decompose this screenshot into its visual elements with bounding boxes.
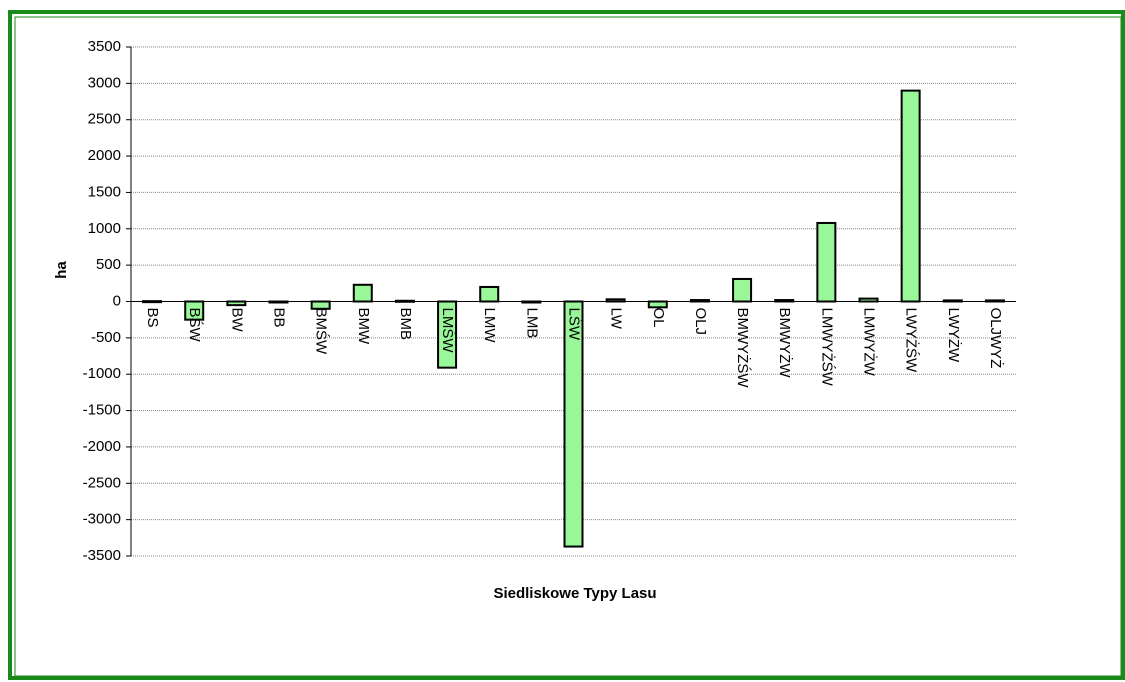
y-tick-label: 1500 xyxy=(88,183,121,200)
y-tick-label: 2500 xyxy=(88,111,121,128)
x-tick-label: BMWYŻŚW xyxy=(734,308,752,389)
x-tick-label: BMB xyxy=(397,308,414,341)
x-axis-title: Siedliskowe Typy Lasu xyxy=(493,585,656,602)
x-tick-label: BMWYŻW xyxy=(776,308,794,379)
x-tick-label: LMWYŻW xyxy=(861,308,879,377)
x-tick-label: BŚW xyxy=(186,308,204,343)
y-tick-label: 500 xyxy=(96,256,121,273)
y-tick-label: -2000 xyxy=(83,438,121,455)
x-tick-label: LW xyxy=(608,308,625,330)
y-tick-label: -2500 xyxy=(83,474,121,491)
bar xyxy=(816,221,837,303)
bar xyxy=(647,300,668,309)
x-tick-label: OLJWYŻ xyxy=(987,308,1005,369)
y-tick-label: -1000 xyxy=(83,365,121,382)
y-axis-title: ha xyxy=(53,261,70,279)
x-tick-label: BB xyxy=(271,308,288,328)
bar xyxy=(226,300,247,307)
bar xyxy=(732,277,753,303)
y-tick-label: 2000 xyxy=(88,147,121,164)
bar xyxy=(352,283,373,303)
x-tick-label: LŚW xyxy=(566,308,584,341)
frame-inner xyxy=(14,16,1122,677)
x-tick-label: LMW xyxy=(481,308,498,344)
x-tick-label: LWYŻW xyxy=(945,308,963,364)
x-tick-label: BMW xyxy=(355,308,372,346)
y-tick-label: 3500 xyxy=(88,38,121,55)
y-tick-label: -3000 xyxy=(83,511,121,528)
y-tick-label: 0 xyxy=(113,292,121,309)
x-tick-label: LMŚW xyxy=(439,308,457,354)
x-tick-label: OLJ xyxy=(692,308,709,336)
y-tick-label: -3500 xyxy=(83,547,121,564)
x-tick-label: LMWYŻŚW xyxy=(818,308,836,387)
bar xyxy=(900,89,921,303)
y-tick-label: 1000 xyxy=(88,220,121,237)
frame xyxy=(8,10,1125,680)
y-tick-label: -500 xyxy=(91,329,121,346)
x-tick-label: LWYŻŚW xyxy=(903,308,921,374)
x-tick-label: BS xyxy=(144,308,161,328)
y-tick-label: 3000 xyxy=(88,74,121,91)
x-tick-label: LMB xyxy=(523,308,540,339)
y-tick-label: -1500 xyxy=(83,402,121,419)
x-tick-label: BMŚW xyxy=(313,308,331,356)
bar xyxy=(479,285,500,303)
x-tick-label: BW xyxy=(228,308,245,333)
x-tick-label: OL xyxy=(650,308,667,328)
